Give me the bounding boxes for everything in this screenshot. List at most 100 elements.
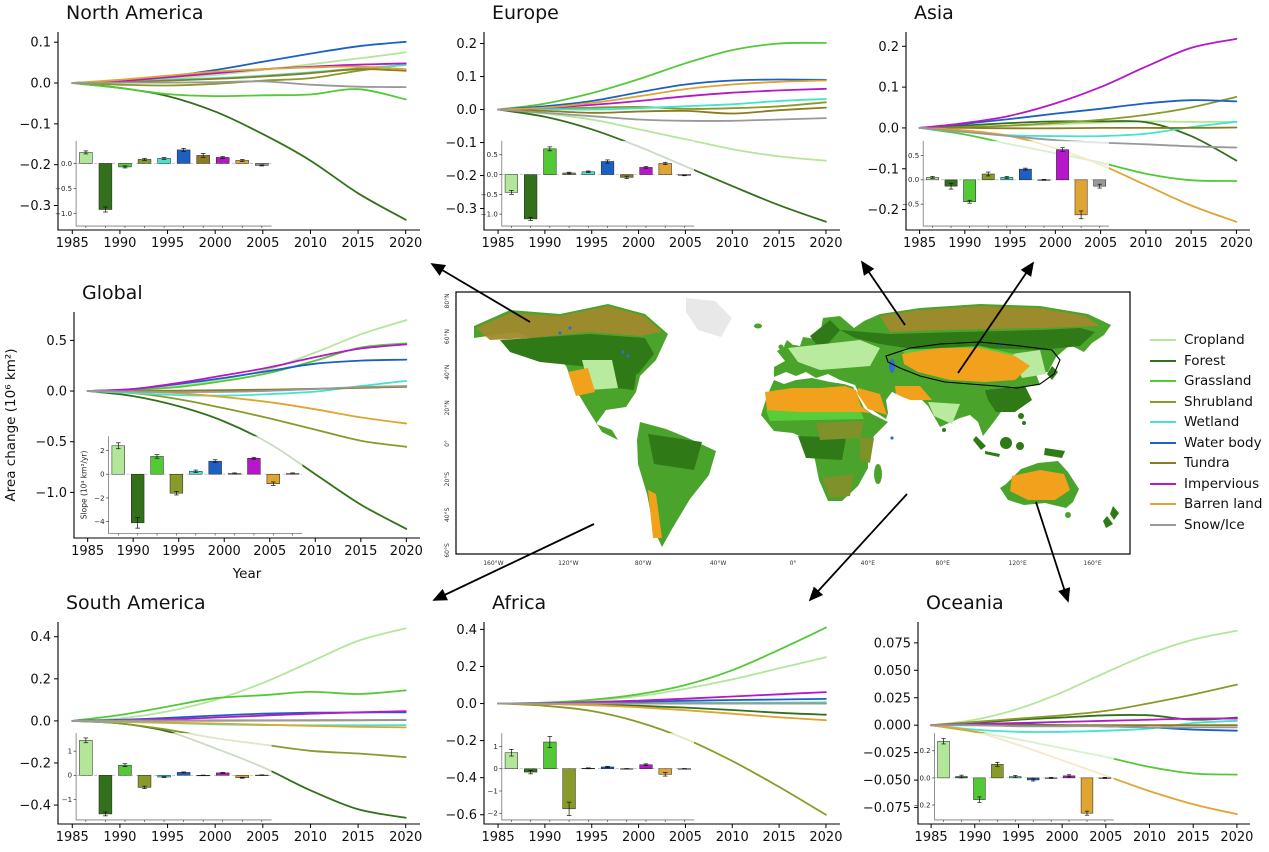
inset-bar-shrubland — [169, 473, 184, 494]
y-tick-label: 0.5 — [46, 334, 67, 349]
inset-y-tick-label: −2 — [94, 494, 104, 502]
series-water-body — [918, 99, 1238, 129]
inset-slope-chart-africa: 1 0 −1 −2 — [487, 733, 695, 822]
legend-label: Tundra — [1184, 455, 1230, 472]
panel-global: Global 0.5 0.0 −0.5 −1.0 1985 1990 1995 2000 200… — [2, 282, 436, 586]
x-tick-label: 1995 — [575, 236, 608, 251]
y-tick-label: −0.6 — [445, 808, 477, 823]
legend-line-swatch — [1150, 523, 1176, 526]
x-tick-label: 2020 — [1220, 236, 1253, 251]
x-tick-label: 2010 — [716, 236, 749, 251]
y-tick-label: −1.0 — [35, 486, 67, 501]
y-tick-label: −0.2 — [445, 734, 477, 749]
legend-line-swatch — [1150, 503, 1176, 506]
y-tick-label: −0.5 — [35, 435, 67, 450]
inset-bar-water-body — [1018, 168, 1032, 181]
inset-bar-impervious — [247, 457, 261, 475]
inset-y-tick-label: −0.5 — [55, 185, 72, 193]
series-snow-ice — [930, 724, 1238, 729]
x-tick-label: 1995 — [575, 830, 608, 845]
y-tick-label: −0.3 — [19, 199, 51, 214]
inset-bar-cropland — [937, 740, 950, 779]
y-tick-label: 0.0 — [30, 714, 51, 729]
inset-y-tick-label: 0.5 — [908, 152, 919, 160]
axes-spines — [483, 32, 840, 231]
x-tick-label: 2000 — [208, 544, 241, 559]
inset-bar-forest — [98, 775, 113, 815]
y-tick-label: −0.025 — [863, 746, 911, 761]
panel-north-america: North America 0.1 0.0 −0.1 −0.2 −0.3 1985 1990… — [8, 2, 434, 256]
map-lon-label: 40°E — [861, 560, 876, 567]
legend-label: Water body — [1184, 434, 1262, 451]
inset-y-tick-label: −1.0 — [55, 210, 72, 218]
x-tick-label: 2020 — [389, 830, 422, 845]
series-tundra — [918, 126, 1238, 130]
map-lat-label: 20°S — [444, 472, 451, 487]
x-tick-label: 1995 — [151, 830, 184, 845]
y-tick-label: 0.1 — [30, 36, 51, 51]
series-shrubland — [930, 683, 1238, 727]
y-tick-label: −0.1 — [19, 117, 51, 132]
x-tick-label: 2000 — [622, 236, 655, 251]
inset-y-tick-label: 0.0 — [908, 176, 919, 184]
x-tick-label: 2020 — [390, 544, 423, 559]
inset-bar-shrubland — [137, 775, 152, 788]
x-tick-label: 1990 — [528, 236, 561, 251]
series-impervious — [930, 717, 1238, 727]
panel-title-europe: Europe — [492, 2, 559, 24]
legend-line-swatch — [1150, 339, 1176, 342]
y-tick-label: 0.0 — [456, 103, 477, 118]
inset-bar-water-body — [176, 149, 191, 164]
map-lon-label: 160°E — [1083, 560, 1101, 567]
y-tick-label: −0.075 — [863, 801, 911, 816]
panel-europe: Europe 0.2 0.1 0.0 −0.1 −0.2 −0.3 1985 1990 1995… — [434, 2, 854, 256]
chart-north-america: 0.1 0.0 −0.1 −0.2 −0.3 1985 1990 1995 2000 2005 20… — [19, 32, 422, 251]
series-snow-ice — [71, 718, 407, 722]
x-tick-label: 1990 — [103, 236, 136, 251]
map-lon-label: 80°E — [936, 560, 951, 567]
x-axis-label: Year — [232, 566, 262, 582]
inset-y-tick-label: 0 — [68, 772, 72, 780]
panel-title-asia: Asia — [914, 2, 954, 24]
inset-y-axis-label: Slope (10⁴ km²/yr) — [80, 450, 89, 519]
land-cover-legend: Cropland Forest Grassland Shrubland Wetland W… — [1150, 330, 1268, 535]
series-snow-ice — [497, 108, 827, 122]
y-tick-label: −0.2 — [445, 169, 477, 184]
x-tick-label: 2020 — [809, 830, 842, 845]
x-tick-label: 2005 — [253, 544, 286, 559]
y-tick-label: 0.1 — [456, 70, 477, 85]
panel-title-oceania: Oceania — [926, 592, 1004, 614]
x-tick-label: 1985 — [482, 236, 515, 251]
x-tick-label: 2010 — [294, 830, 327, 845]
x-tick-label: 1990 — [103, 830, 136, 845]
map-lat-label: 20°N — [444, 400, 451, 415]
x-tick-label: 2010 — [716, 830, 749, 845]
series-wetland — [930, 719, 1238, 733]
x-tick-label: 2005 — [669, 830, 702, 845]
series-impervious — [918, 38, 1238, 129]
legend-label: Barren land — [1184, 496, 1263, 513]
panel-asia: Asia 0.2 0.1 0.0 −0.1 −0.2 1985 1990 1995 2000 20… — [856, 2, 1264, 256]
map-lat-label: 40°S — [444, 507, 451, 522]
legend-item-wetland: Wetland — [1150, 412, 1268, 433]
inset-bar-barren-land — [1080, 777, 1094, 814]
inset-slope-chart-global: 2 0 −2 −4 Slope (10⁴ km²/yr) — [80, 436, 303, 536]
inset-bar-barren-land — [658, 163, 672, 175]
map-lon-label: 120°W — [558, 560, 578, 567]
series-cropland — [71, 627, 407, 722]
x-tick-label: 2010 — [1133, 830, 1166, 845]
y-tick-label: 0.2 — [878, 40, 899, 55]
x-tick-label: 2015 — [342, 830, 375, 845]
world-map-svg: 80°N 60°N 40°N 20°N 0° 20°S 40°S 60°S 160°W 120°W… — [444, 291, 1131, 567]
inset-y-tick-label: −2 — [487, 810, 497, 818]
axes-spines — [905, 32, 1250, 231]
map-lat-label: 40°N — [444, 365, 451, 380]
y-tick-label: 0.2 — [456, 660, 477, 675]
legend-item-cropland: Cropland — [1150, 330, 1268, 351]
legend-line-swatch — [1150, 421, 1176, 424]
x-tick-label: 1985 — [56, 236, 89, 251]
series-cropland — [930, 629, 1238, 727]
map-lat-label: 60°N — [444, 329, 451, 344]
x-tick-label: 1990 — [117, 544, 150, 559]
